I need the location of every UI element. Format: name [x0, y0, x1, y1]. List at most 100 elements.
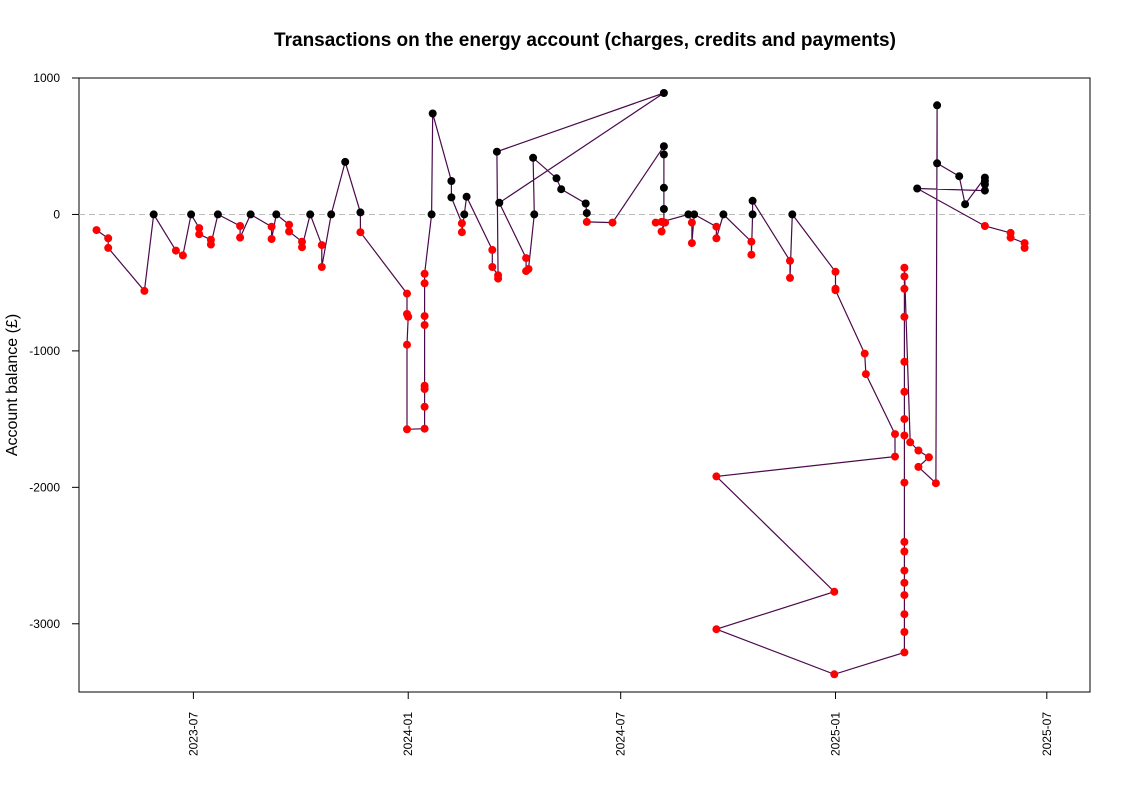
data-point: [900, 263, 909, 272]
data-point: [457, 228, 466, 237]
data-point: [900, 478, 909, 487]
data-point: [104, 234, 113, 243]
data-point: [980, 180, 989, 189]
data-point: [171, 246, 180, 255]
x-tick-label: 2024-01: [401, 712, 415, 756]
data-point: [428, 109, 437, 118]
data-point: [1006, 233, 1015, 242]
data-point: [494, 274, 503, 283]
series-line-layer: [96, 92, 1026, 675]
data-point: [651, 218, 660, 227]
data-point: [659, 89, 668, 97]
data-point: [933, 159, 942, 168]
data-point: [748, 210, 757, 219]
y-tick-label: -2000: [29, 480, 60, 494]
data-point: [914, 446, 923, 455]
data-point: [900, 357, 909, 366]
data-point: [900, 591, 909, 600]
y-tick-label: 0: [53, 207, 60, 221]
data-point: [447, 177, 456, 185]
data-point: [420, 321, 429, 329]
data-point: [891, 452, 899, 461]
data-point: [961, 200, 970, 209]
data-point: [195, 224, 204, 233]
plot-frame: [78, 77, 1091, 693]
data-point: [420, 424, 429, 433]
data-point: [980, 222, 989, 230]
data-point: [178, 251, 187, 260]
data-point: [931, 479, 940, 488]
data-point: [719, 210, 728, 219]
data-point: [420, 402, 429, 411]
data-point: [891, 430, 899, 439]
data-point: [427, 210, 436, 219]
data-point: [687, 218, 696, 227]
data-point: [404, 312, 413, 321]
data-point: [900, 272, 909, 281]
data-point: [659, 183, 668, 192]
data-point: [213, 210, 222, 219]
data-point: [657, 217, 666, 226]
data-point: [149, 210, 158, 219]
data-point: [1020, 243, 1029, 252]
data-point: [403, 289, 411, 298]
data-point: [298, 237, 306, 246]
data-point: [712, 472, 721, 481]
data-point: [187, 210, 196, 219]
data-point: [900, 648, 909, 657]
data-point: [582, 209, 591, 218]
data-point: [285, 220, 294, 229]
data-point: [356, 228, 365, 237]
y-tick-label: -1000: [29, 344, 60, 358]
data-point: [900, 628, 909, 636]
data-point: [581, 199, 590, 208]
data-point: [900, 578, 909, 587]
data-point: [955, 172, 964, 181]
data-point: [356, 208, 365, 217]
data-point: [341, 157, 350, 166]
data-point: [447, 193, 456, 202]
data-point: [980, 186, 989, 195]
data-point: [748, 196, 757, 205]
data-point: [552, 174, 561, 183]
data-point: [557, 185, 566, 194]
data-point: [317, 263, 326, 271]
data-point: [712, 222, 721, 231]
data-point: [684, 210, 693, 219]
axes-layer: -3000 -2000 -1000 0 1000 2023-07 2024-01 2024-0…: [29, 71, 1054, 756]
data-point: [457, 219, 466, 228]
data-point: [659, 150, 668, 159]
data-point: [272, 210, 281, 219]
data-point: [906, 438, 915, 447]
data-point: [900, 547, 909, 556]
data-point: [495, 198, 504, 207]
data-point: [104, 243, 113, 252]
data-point: [522, 254, 531, 263]
data-point: [195, 230, 204, 239]
data-point: [786, 256, 794, 265]
data-point: [488, 263, 497, 271]
data-point: [861, 370, 870, 379]
data-point: [747, 250, 756, 259]
data-point: [933, 101, 942, 110]
data-point: [900, 610, 909, 619]
data-point: [267, 235, 276, 243]
chart-title: Transactions on the energy account (char…: [274, 30, 896, 51]
data-point: [913, 184, 922, 193]
data-point: [860, 349, 869, 358]
data-point: [659, 205, 668, 213]
data-point: [267, 222, 276, 231]
data-point: [420, 312, 429, 321]
x-tick-label: 2023-07: [186, 712, 200, 756]
data-point: [900, 537, 909, 546]
data-point: [285, 227, 294, 236]
data-point: [420, 381, 429, 390]
data-point: [788, 210, 797, 219]
data-point: [529, 153, 538, 162]
data-point: [900, 284, 909, 293]
x-tick-label: 2025-01: [828, 712, 842, 756]
data-point: [246, 210, 255, 219]
y-tick-label: -3000: [29, 617, 60, 631]
data-point: [786, 273, 794, 282]
